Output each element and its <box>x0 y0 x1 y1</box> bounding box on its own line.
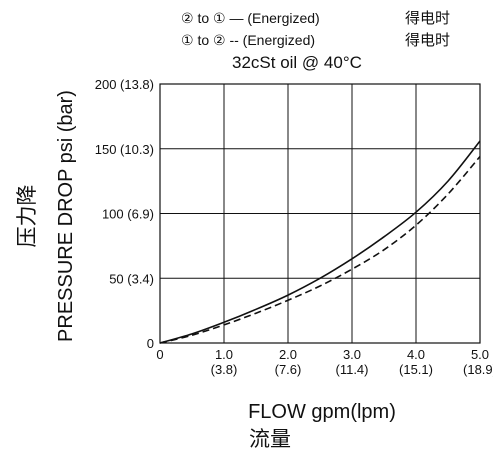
x-tick-label: 4.0 <box>407 347 425 362</box>
x-axis-title: FLOW gpm(lpm) <box>248 401 396 423</box>
y-tick-label: 200 (13.8) <box>95 77 154 92</box>
series-line-1-solid <box>159 140 481 344</box>
legend-entry-2: ① to ② -- (Energized) <box>181 32 315 48</box>
x-axis-title-cn: 流量 <box>249 428 291 451</box>
chart-subtitle: 32cSt oil @ 40°C <box>232 53 362 72</box>
y-tick-label: 50 (3.4) <box>109 271 154 286</box>
series-line-2-dashed <box>159 155 481 344</box>
x-tick-label: 5.0 <box>471 347 489 362</box>
x-tick-label: 3.0 <box>343 347 361 362</box>
tick-labels: 0 1.0(3.8) 2.0(7.6) 3.0(11.4) 4.0(15.1) 5.0(1… <box>95 77 493 377</box>
legend-entry-1: ② to ① — (Energized) <box>181 10 320 26</box>
x-tick-sublabel: (15.1) <box>399 362 433 377</box>
legend-entry-2-cn: 得电时 <box>405 32 450 49</box>
y-tick-label: 150 (10.3) <box>95 142 154 157</box>
y-tick-label: 0 <box>147 336 154 351</box>
series-lines <box>159 140 481 344</box>
x-tick-label: 2.0 <box>279 347 297 362</box>
plot-frame <box>159 83 481 344</box>
x-tick-sublabel: (3.8) <box>211 362 238 377</box>
y-axis-title: PRESSURE DROP psi (bar) <box>55 90 77 342</box>
x-tick-sublabel: (11.4) <box>336 362 369 377</box>
x-tick-label: 0 <box>156 347 163 362</box>
y-tick-label: 100 (6.9) <box>102 207 154 222</box>
x-tick-sublabel: (7.6) <box>275 362 302 377</box>
y-axis-title-cn: 压力降 <box>16 185 39 248</box>
grid-lines <box>160 84 480 343</box>
x-tick-sublabel: (18.9) <box>463 362 493 377</box>
legend-entry-1-cn: 得电时 <box>405 10 450 27</box>
x-tick-label: 1.0 <box>215 347 233 362</box>
